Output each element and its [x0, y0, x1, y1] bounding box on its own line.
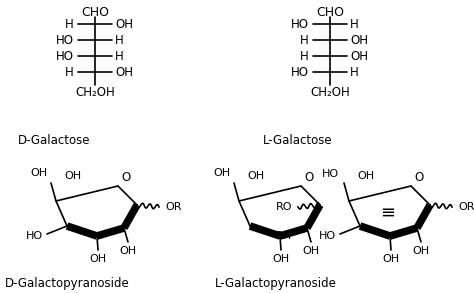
Text: OH: OH: [90, 254, 107, 264]
Text: D-Galactose: D-Galactose: [18, 134, 91, 146]
Text: H: H: [65, 66, 74, 79]
Text: CHO: CHO: [81, 6, 109, 18]
Text: O: O: [414, 171, 423, 184]
Text: CHO: CHO: [316, 6, 344, 18]
Text: OH: OH: [115, 66, 133, 79]
Text: H: H: [350, 66, 359, 79]
Text: O: O: [121, 171, 130, 184]
Text: L-Galactopyranoside: L-Galactopyranoside: [215, 277, 337, 289]
Text: OH: OH: [119, 246, 137, 256]
Text: OH: OH: [274, 231, 291, 241]
Text: H: H: [65, 18, 74, 30]
Text: ≡: ≡: [381, 204, 396, 222]
Text: HO: HO: [319, 231, 336, 241]
Text: HO: HO: [291, 66, 309, 79]
Text: OH: OH: [115, 18, 133, 30]
Text: HO: HO: [322, 169, 339, 179]
Text: CH₂OH: CH₂OH: [75, 86, 115, 100]
Text: D-Galactopyranoside: D-Galactopyranoside: [5, 277, 130, 289]
Text: OH: OH: [412, 246, 429, 256]
Text: OR: OR: [458, 202, 474, 212]
Text: OR: OR: [165, 202, 182, 212]
Text: OH: OH: [273, 254, 290, 264]
Text: OH: OH: [350, 33, 368, 47]
Text: OH: OH: [302, 246, 319, 256]
Text: H: H: [300, 50, 309, 62]
Text: OH: OH: [64, 171, 81, 181]
Text: OH: OH: [383, 254, 400, 264]
Text: OH: OH: [357, 171, 374, 181]
Text: HO: HO: [291, 18, 309, 30]
Text: OH: OH: [350, 50, 368, 62]
Text: O: O: [304, 171, 313, 184]
Text: CH₂OH: CH₂OH: [310, 86, 350, 100]
Text: OH: OH: [214, 168, 231, 178]
Text: HO: HO: [26, 231, 43, 241]
Text: RO: RO: [275, 202, 292, 212]
Text: L-Galactose: L-Galactose: [263, 134, 333, 146]
Text: OH: OH: [31, 168, 48, 178]
Text: HO: HO: [56, 33, 74, 47]
Text: OH: OH: [247, 171, 264, 181]
Text: H: H: [115, 33, 124, 47]
Text: H: H: [350, 18, 359, 30]
Text: HO: HO: [56, 50, 74, 62]
Text: H: H: [115, 50, 124, 62]
Text: H: H: [300, 33, 309, 47]
